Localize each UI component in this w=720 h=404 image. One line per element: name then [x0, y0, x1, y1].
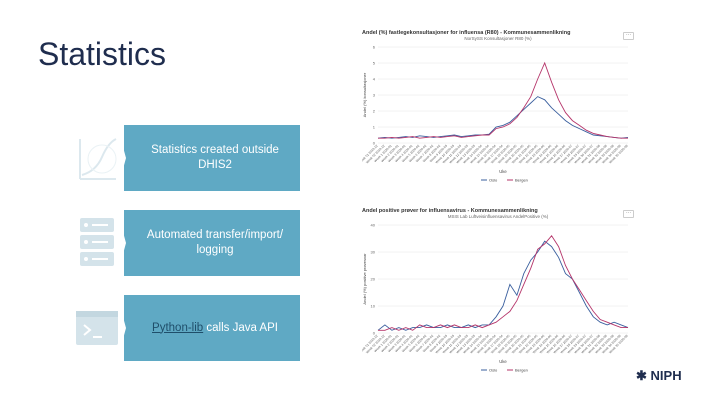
series-line	[378, 61, 628, 139]
server-stack-icon	[66, 210, 126, 276]
card-line2: DHIS2	[198, 159, 232, 171]
chart-consultations: Andel (%) fastlegekonsultasjoner for inf…	[358, 30, 634, 206]
y-tick-label: 0	[373, 141, 376, 146]
python-lib-link[interactable]: Python-lib	[152, 321, 204, 334]
feature-card-python: Python-lib calls Java API	[66, 295, 300, 361]
y-tick-label: 5	[373, 61, 376, 66]
legend-label: Bergen	[515, 178, 528, 183]
y-axis-label: Andel (%) positive prøvesvar	[362, 253, 367, 305]
chart-menu-button[interactable]: ···	[623, 32, 634, 40]
niph-logo-symbol: ✱	[636, 368, 647, 383]
series-line	[378, 235, 628, 331]
chart-menu-button[interactable]: ···	[623, 210, 634, 218]
card-line1: Automated transfer/import/	[146, 229, 284, 241]
y-tick-label: 4	[373, 77, 376, 82]
chart-positive-tests: Andel positive prøver for influensavirus…	[358, 208, 634, 404]
y-tick-label: 2	[373, 109, 376, 114]
card-text: Statistics created outside DHIS2	[136, 125, 294, 191]
niph-logo-text: NIPH	[650, 368, 682, 383]
y-tick-label: 0	[373, 331, 376, 336]
y-tick-label: 40	[371, 223, 376, 228]
series-line	[377, 240, 629, 331]
y-axis-label: Andel (%) konsultasjoner	[362, 72, 367, 117]
y-tick-label: 20	[371, 277, 376, 282]
chart-subtitle: NorSySS Konsultasjoner R80 (%)	[464, 36, 532, 41]
card-rest: calls Java API	[203, 321, 278, 334]
card-band	[124, 125, 300, 191]
chart-subtitle: MSIS Lab Luftveisinfluensavirus AndelPos…	[447, 214, 549, 219]
y-tick-label: 3	[373, 93, 376, 98]
chart-title: Andel (%) fastlegekonsultasjoner for inf…	[362, 30, 571, 36]
y-tick-label: 30	[371, 250, 376, 255]
series-line	[377, 96, 629, 139]
card-line1: Statistics created outside	[151, 144, 279, 156]
slide-title: Statistics	[38, 36, 167, 72]
card-line2: logging	[196, 244, 234, 256]
card-band	[124, 295, 300, 361]
feature-card-transfer: Automated transfer/import/ logging	[66, 210, 300, 276]
feature-card-statistics: Statistics created outside DHIS2	[66, 125, 300, 191]
card-text: Python-lib calls Java API	[136, 295, 294, 361]
y-tick-label: 6	[373, 45, 376, 50]
niph-logo: ✱ NIPH	[636, 368, 682, 384]
chart-growth-icon	[66, 125, 126, 191]
x-axis-label: Uke	[499, 169, 507, 174]
x-axis-label: Uke	[499, 359, 507, 364]
y-tick-label: 1	[373, 125, 376, 130]
chart-title: Andel positive prøver for influensavirus…	[362, 208, 538, 214]
card-band	[124, 210, 300, 276]
legend-label: Bergen	[515, 368, 528, 373]
y-tick-label: 10	[371, 304, 376, 309]
legend-label: Oslo	[489, 368, 498, 373]
card-text: Automated transfer/import/ logging	[136, 210, 294, 276]
terminal-icon	[66, 295, 126, 361]
legend-label: Oslo	[489, 178, 498, 183]
